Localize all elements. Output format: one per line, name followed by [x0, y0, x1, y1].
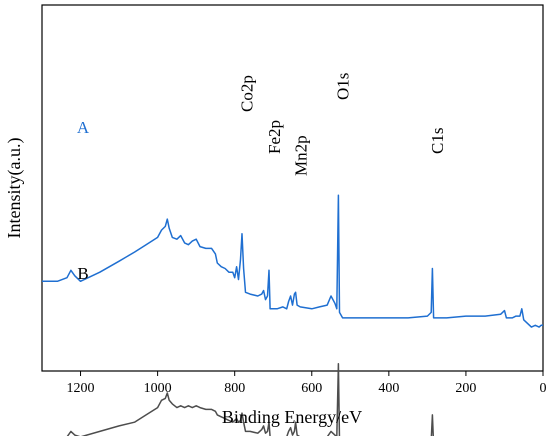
y-axis-title: Intensity(a.u.): [4, 138, 25, 239]
peak-label-mn2p: Mn2p: [292, 135, 311, 176]
x-tick-label: 0: [540, 381, 547, 396]
x-tick-label: 200: [455, 381, 476, 396]
x-tick-label: 800: [224, 381, 245, 396]
x-axis-ticks: 1200 1000 800 600 400 200 0: [67, 371, 547, 396]
peak-label-o1s: O1s: [334, 73, 353, 100]
series-label-a: A: [77, 118, 90, 137]
series-layer: [42, 194, 543, 436]
labels-layer: A B Co2p Fe2p Mn2p O1s C1s: [77, 73, 447, 283]
series-line-b: [66, 362, 435, 436]
peak-label-fe2p: Fe2p: [265, 120, 284, 154]
plot-frame: [41, 4, 544, 372]
x-tick-label: 400: [378, 381, 399, 396]
plot-border: [41, 4, 544, 372]
x-tick-label: 1000: [144, 381, 172, 396]
peak-label-co2p: Co2p: [237, 75, 256, 112]
peak-label-c1s: C1s: [428, 128, 447, 154]
x-tick-label: 1200: [67, 381, 95, 396]
series-label-b: B: [77, 264, 88, 283]
x-tick-label: 600: [301, 381, 322, 396]
series-line-a: [42, 194, 543, 328]
x-axis-title: Binding Energy/eV: [222, 407, 362, 427]
